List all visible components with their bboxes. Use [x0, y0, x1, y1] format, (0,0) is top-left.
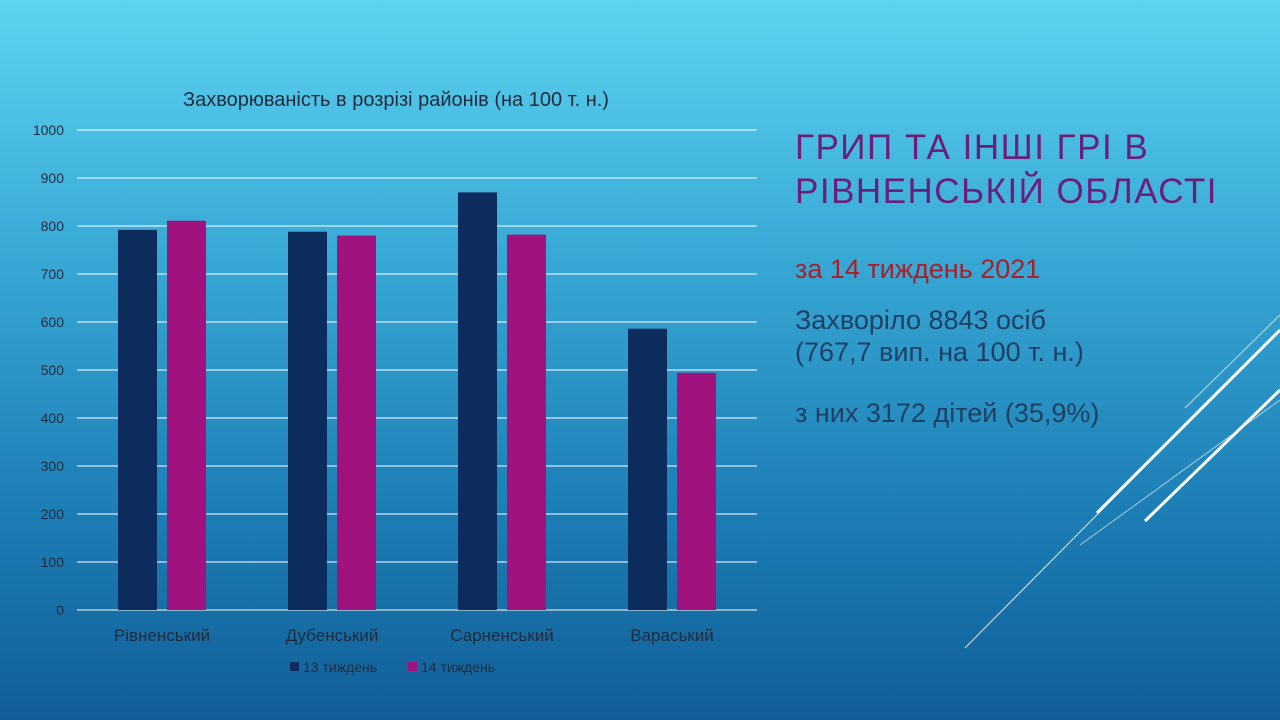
y-tick-label: 700 — [41, 266, 65, 282]
y-tick-label: 900 — [41, 170, 65, 186]
bar-week13 — [458, 192, 497, 610]
bar-week13 — [288, 231, 327, 610]
y-tick-label: 1000 — [33, 122, 64, 138]
x-category-label: Вараський — [630, 626, 714, 645]
slide-title: Грип та інші ГРІ в Рівненській області — [795, 128, 1219, 211]
x-category-label: Сарненський — [450, 626, 553, 645]
slide-subtitle: за 14 тиждень 2021 — [795, 254, 1041, 284]
bar-week14 — [507, 234, 546, 610]
stat-children: з них 3172 дітей (35,9%) — [795, 398, 1100, 428]
x-category-label: Дубенський — [286, 626, 379, 645]
y-axis-ticks: 0 100 200 300 400 500 600 700 800 900 1000 — [33, 122, 64, 618]
y-tick-label: 100 — [41, 554, 65, 570]
bar-week13 — [628, 328, 667, 610]
x-axis-categories: Рівненський Дубенський Сарненський Вараськи… — [114, 626, 714, 645]
bar-week13 — [118, 229, 157, 610]
chart-title: Захворюваність в розрізі районів (на 100… — [183, 89, 609, 111]
bar-week14 — [167, 220, 206, 610]
y-tick-label: 0 — [56, 602, 64, 618]
legend-label: 14 тиждень — [421, 659, 495, 675]
stat-cases: Захворіло 8843 осіб — [795, 305, 1047, 335]
x-category-label: Рівненський — [114, 626, 210, 645]
bar-week14 — [337, 235, 376, 610]
y-tick-label: 200 — [41, 506, 65, 522]
y-tick-label: 600 — [41, 314, 65, 330]
y-tick-label: 300 — [41, 458, 65, 474]
y-tick-label: 500 — [41, 362, 65, 378]
legend-swatch — [290, 662, 299, 671]
bars — [118, 192, 716, 610]
legend-label: 13 тиждень — [303, 659, 377, 675]
y-tick-label: 800 — [41, 218, 65, 234]
stat-rate: (767,7 вип. на 100 т. н.) — [795, 337, 1084, 367]
legend-swatch — [408, 662, 417, 671]
bar-week14 — [677, 372, 716, 610]
y-tick-label: 400 — [41, 410, 65, 426]
legend: 13 тиждень 14 тиждень — [290, 659, 495, 675]
